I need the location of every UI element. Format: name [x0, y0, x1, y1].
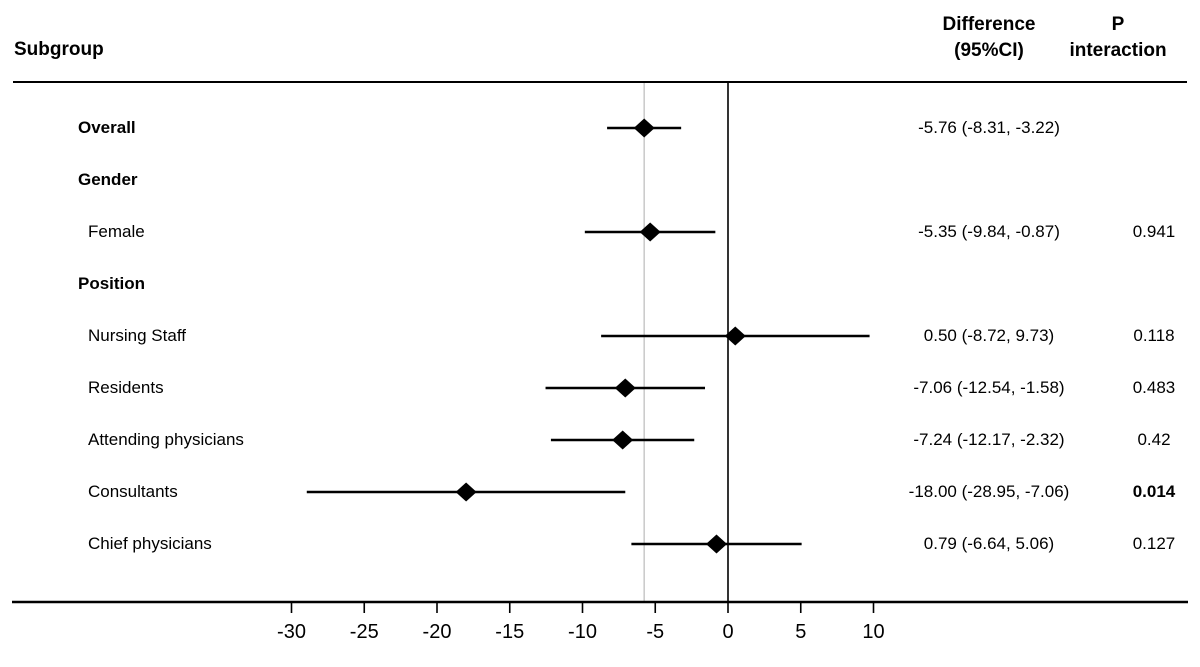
x-axis-tick-label: -5 [646, 621, 664, 643]
p-interaction-value-consultants: 0.014 [1132, 482, 1176, 501]
row-label-gender: Gender [78, 170, 138, 189]
row-label-attending-physicians: Attending physicians [88, 430, 244, 449]
p-interaction-value-residents: 0.483 [1132, 378, 1176, 397]
difference-value-overall: -5.76 (-8.31, -3.22) [918, 118, 1060, 137]
estimate-diamond [706, 534, 728, 554]
x-axis-tick-label: -20 [423, 621, 452, 643]
p-interaction-column-header: P interaction [1028, 12, 1200, 64]
x-axis-tick-label: -15 [495, 621, 524, 643]
x-axis-tick-label: 10 [862, 621, 884, 643]
estimate-diamond [633, 118, 655, 138]
estimate-diamond [639, 222, 661, 242]
row-label-chief-physicians: Chief physicians [88, 534, 212, 553]
p-interaction-column-header-line1: P [1111, 14, 1125, 35]
difference-value-chief-physicians: 0.79 (-6.64, 5.06) [923, 534, 1055, 553]
estimate-diamond [724, 326, 746, 346]
difference-value-attending-physicians: -7.24 (-12.17, -2.32) [913, 430, 1065, 449]
x-axis-tick-label: -30 [277, 621, 306, 643]
difference-value-nursing-staff: 0.50 (-8.72, 9.73) [923, 326, 1055, 345]
p-interaction-value-nursing-staff: 0.118 [1133, 326, 1175, 345]
difference-value-consultants: -18.00 (-28.95, -7.06) [908, 482, 1070, 501]
x-axis-tick-label: 5 [795, 621, 806, 643]
row-label-position: Position [78, 274, 146, 293]
x-axis-tick-label: 0 [722, 621, 733, 643]
row-label-female: Female [88, 222, 145, 241]
p-interaction-column-header-line2: interaction [1069, 40, 1167, 61]
difference-column-header-line2: (95%CI) [954, 40, 1024, 61]
estimate-diamond [455, 482, 477, 502]
header-divider-line [13, 81, 1187, 83]
row-label-residents: Residents [88, 378, 164, 397]
x-axis-tick-label: -25 [350, 621, 379, 643]
p-interaction-value-female: 0.941 [1132, 222, 1176, 241]
row-label-overall: Overall [78, 118, 136, 137]
difference-value-female: -5.35 (-9.84, -0.87) [918, 222, 1060, 241]
difference-column-header: Difference (95%CI) [858, 12, 1120, 64]
subgroup-column-header: Subgroup [14, 39, 104, 60]
x-axis-tick-label: -10 [568, 621, 597, 643]
p-interaction-value-chief-physicians: 0.127 [1132, 534, 1176, 553]
estimate-diamond [612, 430, 634, 450]
p-interaction-value-attending-physicians: 0.42 [1137, 430, 1171, 449]
estimate-diamond [614, 378, 636, 398]
row-label-nursing-staff: Nursing Staff [88, 326, 186, 345]
row-label-consultants: Consultants [88, 482, 178, 501]
difference-column-header-line1: Difference [942, 14, 1036, 35]
difference-value-residents: -7.06 (-12.54, -1.58) [913, 378, 1065, 397]
